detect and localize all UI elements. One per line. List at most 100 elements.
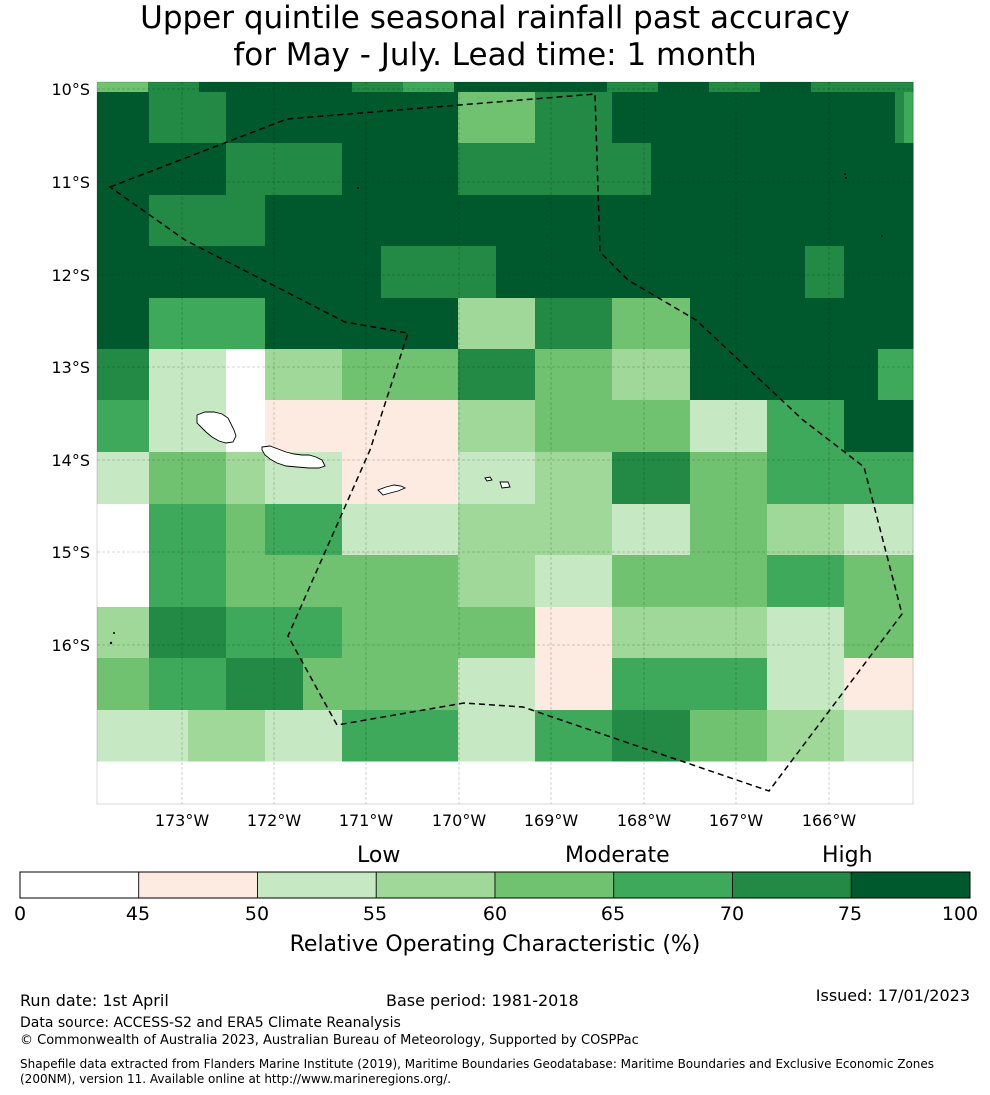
grid-cell	[767, 504, 806, 556]
grid-cell	[767, 555, 806, 608]
grid-cell	[861, 555, 879, 608]
eez-boundary-north	[108, 93, 903, 792]
grid-cell	[226, 298, 266, 350]
lat-label: 16°S	[51, 636, 90, 655]
grid-cell	[97, 452, 124, 505]
grid-cell	[419, 400, 459, 453]
colorbar-tick: 45	[125, 903, 151, 925]
grid-cell	[878, 246, 896, 299]
grid-cell	[573, 195, 613, 247]
grid-cell	[805, 607, 845, 659]
grid-cell	[844, 658, 862, 711]
grid-cell	[767, 298, 806, 350]
grid-cell	[458, 658, 497, 711]
map-title: Upper quintile seasonal rainfall past ac…	[0, 0, 990, 74]
ofu-island	[484, 476, 493, 482]
lon-label: 171°W	[338, 811, 394, 830]
grid-cell	[690, 710, 729, 762]
grid-cell	[651, 400, 691, 453]
grid-cell	[496, 555, 536, 608]
grid-cell	[904, 195, 910, 247]
grid-cell	[535, 658, 574, 711]
grid-cell	[728, 298, 768, 350]
upolu-island	[261, 445, 326, 469]
map-frame	[96, 81, 914, 805]
grid-cell	[535, 349, 574, 401]
grid-cell	[458, 710, 497, 762]
grid-cell	[651, 349, 691, 401]
grid-cell	[709, 82, 761, 93]
grid-cell	[265, 143, 304, 196]
grid-cell	[651, 143, 691, 196]
colorbar-segment	[494, 871, 615, 899]
grid-cell	[805, 452, 845, 505]
grid-cell	[612, 452, 652, 505]
grid-cell	[265, 400, 304, 453]
grid-cell	[878, 400, 896, 453]
grid-cell	[612, 607, 652, 659]
grid-cell	[909, 504, 914, 556]
grid-cell	[342, 349, 382, 401]
grid-cell	[805, 246, 845, 299]
shapefile-credit-line-2: (200NM), version 11. Available online at…	[20, 1072, 452, 1086]
grid-cell	[573, 349, 613, 401]
grid-cell	[909, 658, 914, 711]
grid-cell	[690, 504, 729, 556]
grid-cell	[767, 400, 806, 453]
grid-cell	[97, 349, 124, 401]
grid-cell	[861, 504, 879, 556]
grid-cell	[188, 452, 227, 505]
grid-cell	[97, 607, 124, 659]
grid-cell	[97, 298, 124, 350]
grid-cell	[303, 658, 343, 711]
island-outlines	[196, 411, 511, 496]
grid-cell	[728, 658, 768, 711]
grid-cell	[419, 710, 459, 762]
grid-cell	[188, 555, 227, 608]
grid-cell	[690, 246, 729, 299]
lon-label: 169°W	[523, 811, 579, 830]
grid-cell	[265, 555, 304, 608]
grid-cell	[496, 92, 536, 144]
grid-cell	[458, 92, 497, 144]
grid-cell	[612, 710, 652, 762]
grid-cell	[767, 607, 806, 659]
grid-cell	[878, 658, 896, 711]
lat-label: 14°S	[51, 451, 90, 470]
grid-cell	[861, 658, 879, 711]
grid-cell	[226, 349, 266, 401]
grid-cell	[805, 298, 845, 350]
grid-cell	[612, 195, 652, 247]
grid-cell	[226, 607, 266, 659]
grid-cell	[573, 452, 613, 505]
grid-cell	[844, 195, 862, 247]
lon-label: 168°W	[616, 811, 672, 830]
grid-cell	[403, 82, 455, 93]
grid-cell	[878, 710, 896, 762]
grid-cell	[612, 658, 652, 711]
grid-cell	[878, 555, 896, 608]
grid-cell	[728, 349, 768, 401]
grid-cell	[895, 349, 905, 401]
grid-cell	[342, 246, 382, 299]
grid-cell	[844, 555, 862, 608]
grid-cell	[651, 246, 691, 299]
legend-category-low: Low	[357, 843, 401, 868]
grid-cell	[760, 82, 812, 93]
grid-cell	[303, 349, 343, 401]
grid-cell	[342, 195, 382, 247]
grid-cell	[97, 195, 124, 247]
grid-cell	[123, 504, 150, 556]
grid-cell	[690, 607, 729, 659]
grid-cell	[895, 400, 905, 453]
grid-cell	[458, 246, 497, 299]
grid-cell	[904, 658, 910, 711]
grid-cell	[767, 246, 806, 299]
lat-label: 11°S	[51, 173, 90, 192]
grid-cell	[651, 452, 691, 505]
grid-cell	[844, 710, 862, 762]
grid-cell	[342, 607, 382, 659]
grid-cell	[303, 710, 343, 762]
grid-cell	[303, 143, 343, 196]
